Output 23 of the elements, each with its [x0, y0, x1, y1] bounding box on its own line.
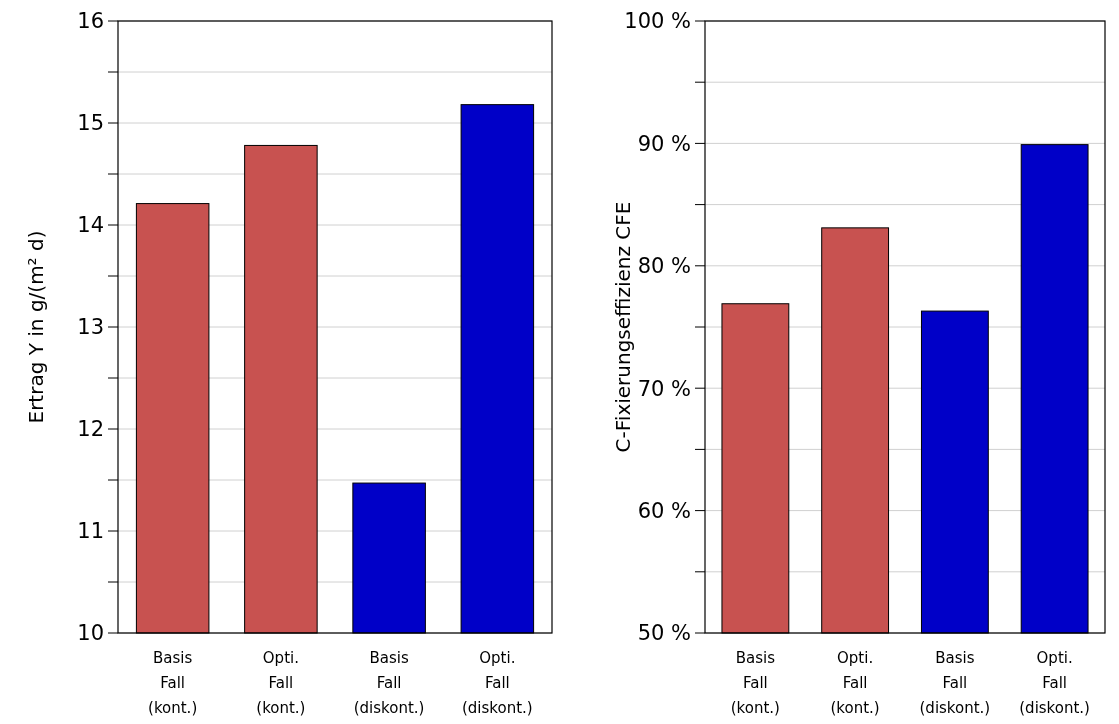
x-tick-label: Basis Fall (diskont.)	[353, 649, 425, 717]
y-tick-label: 15	[77, 111, 104, 136]
x-tick-label: Opti. Fall (kont.)	[256, 649, 306, 717]
y-tick-label: 13	[77, 315, 104, 340]
y-tick-label: 100 %	[624, 9, 691, 34]
y-tick-label: 12	[77, 417, 104, 442]
x-tick-label: Basis Fall (kont.)	[730, 649, 780, 717]
y-tick-label: 16	[77, 9, 104, 34]
y-axis-title: C-Fixierungseffizienz CFE	[611, 201, 635, 453]
y-tick-label: 14	[77, 213, 104, 238]
x-tick-label: Basis Fall (kont.)	[148, 649, 198, 717]
y-tick-label: 11	[77, 519, 104, 544]
y-tick-label: 90 %	[637, 131, 691, 156]
y-axis-title: Ertrag Y in g/(m² d)	[24, 230, 48, 424]
y-tick-label: 50 %	[637, 621, 691, 646]
y-tick-label: 60 %	[637, 498, 691, 523]
x-tick-label: Opti. Fall (diskont.)	[1019, 649, 1090, 717]
y-tick-label: 70 %	[637, 376, 691, 401]
x-tick-label: Opti. Fall (diskont.)	[461, 649, 533, 717]
y-tick-label: 80 %	[637, 254, 691, 279]
x-tick-label: Basis Fall (diskont.)	[919, 649, 991, 717]
y-tick-label: 10	[77, 621, 104, 646]
x-tick-label: Opti. Fall (kont.)	[830, 649, 880, 717]
